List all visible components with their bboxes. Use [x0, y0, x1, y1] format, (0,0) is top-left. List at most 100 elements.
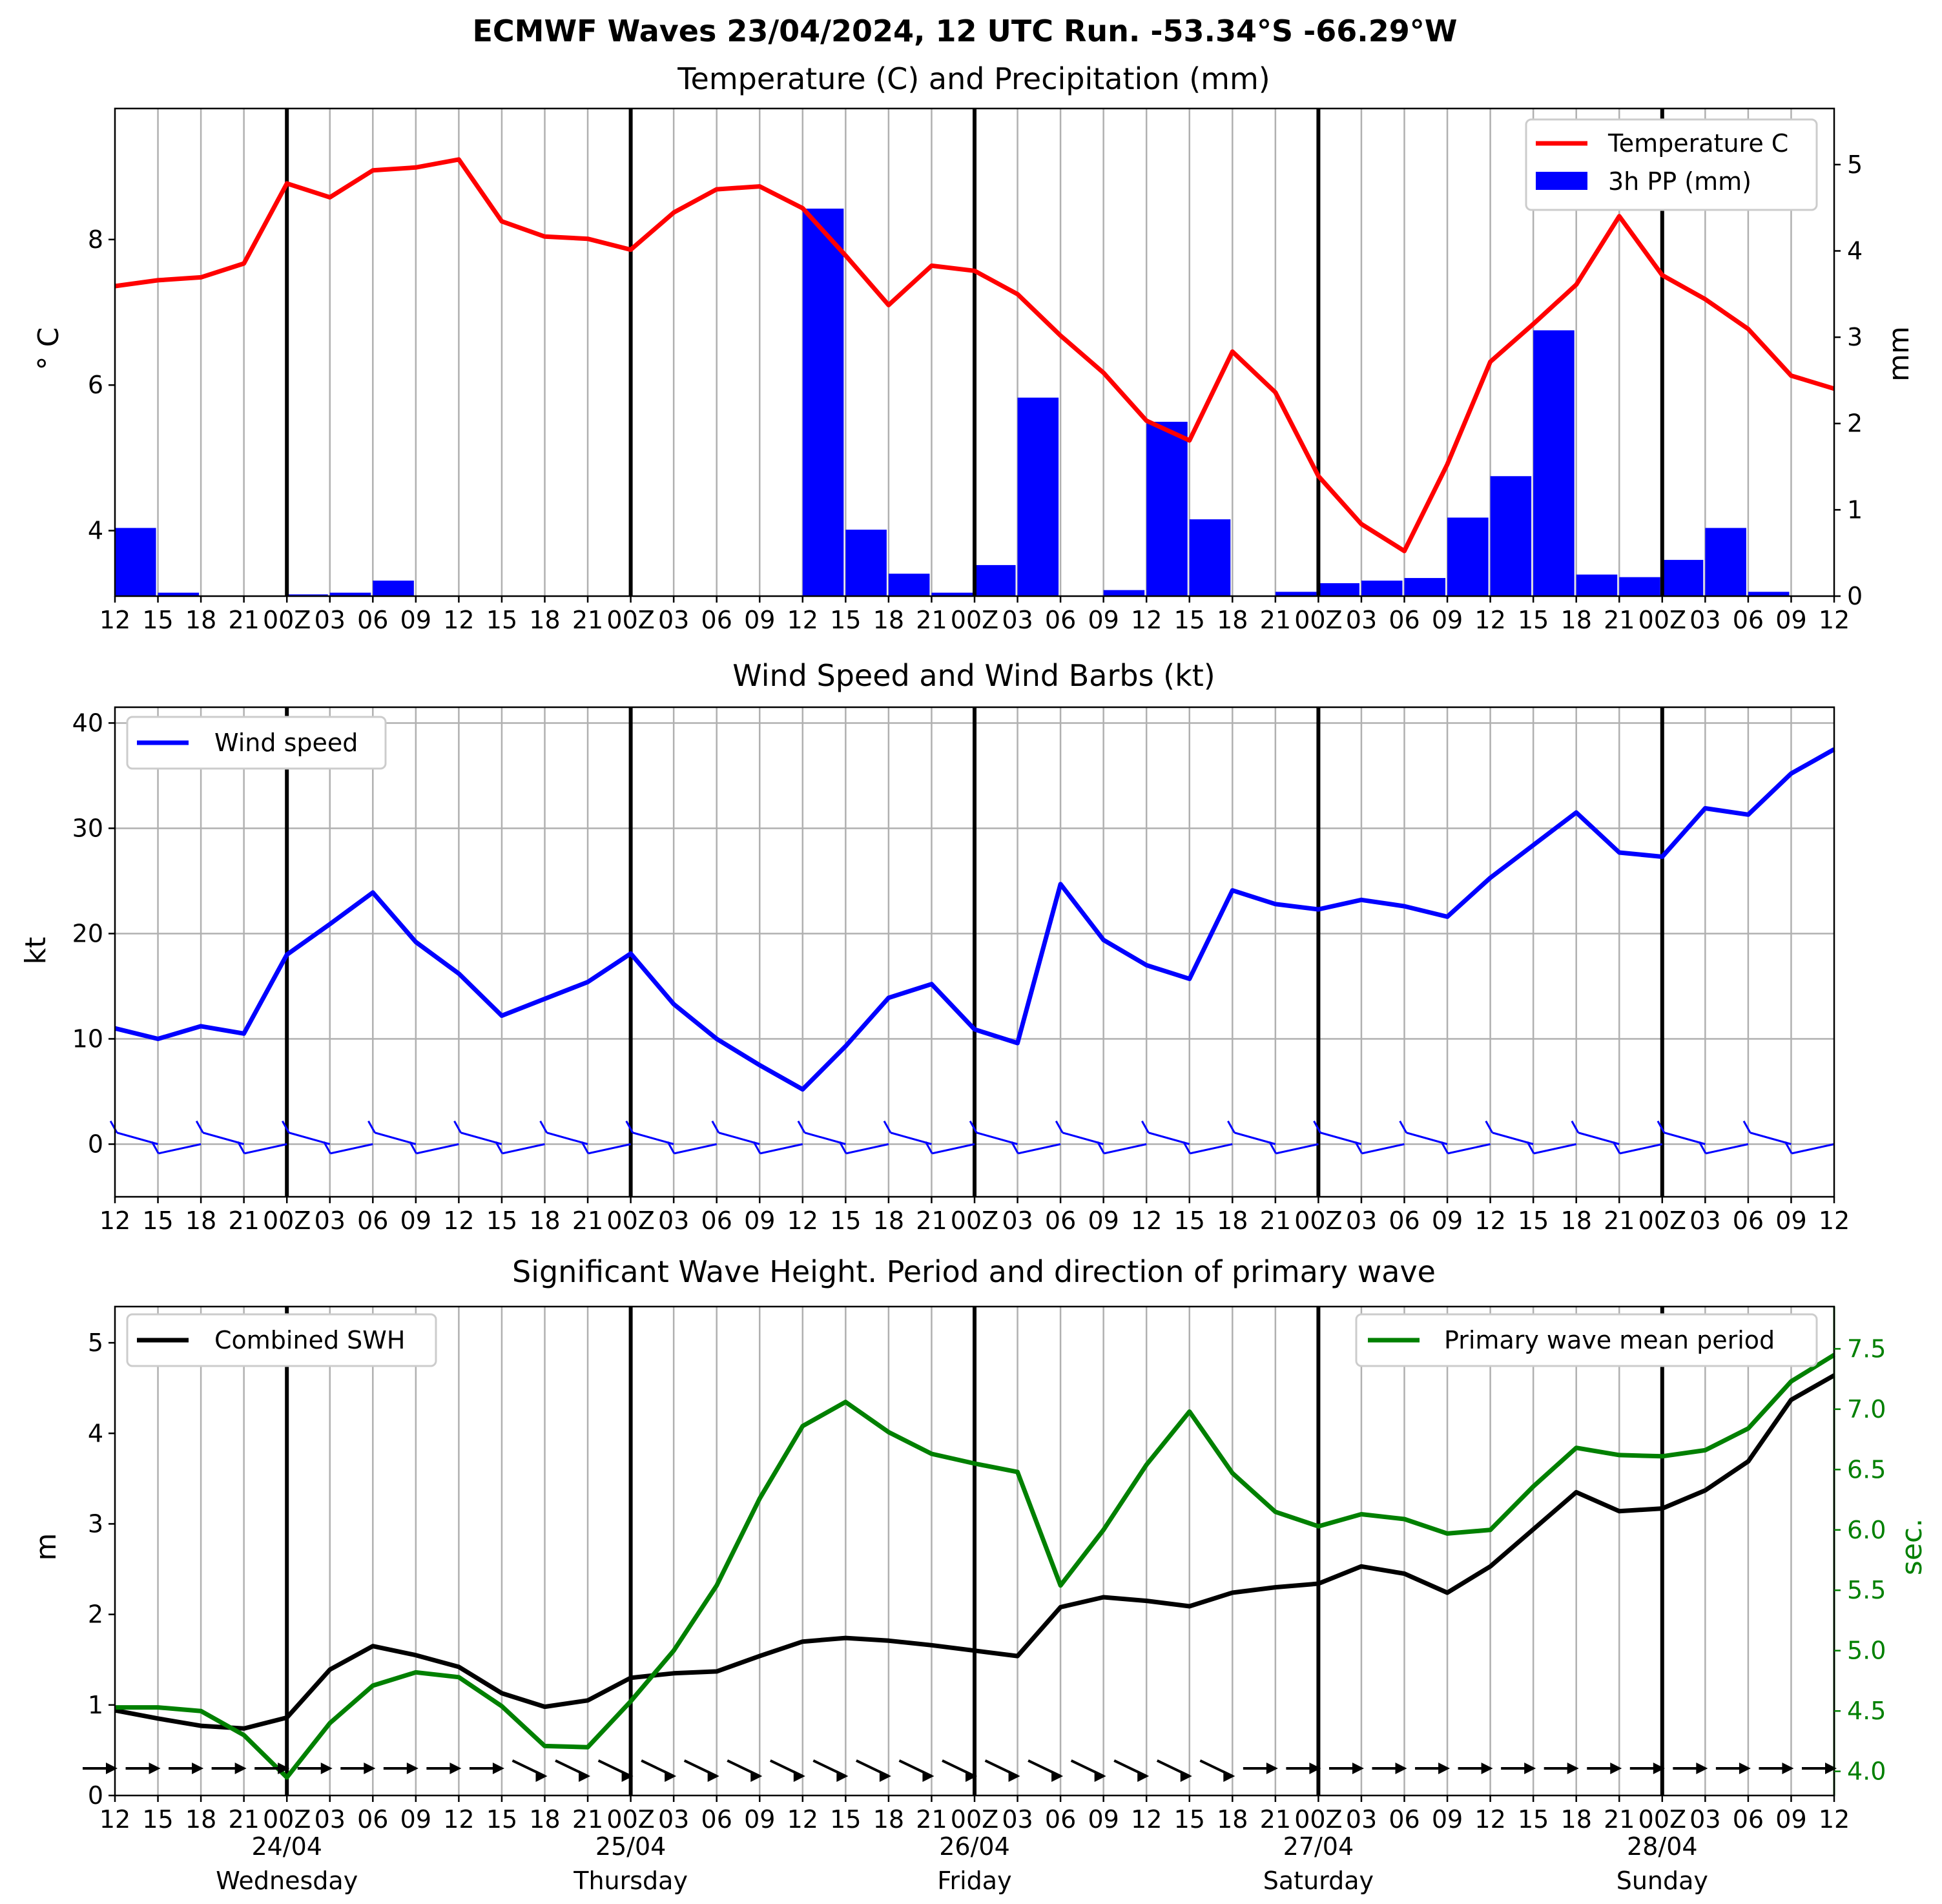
panel3-xtick-label: 21 [228, 1805, 259, 1834]
wind-barb [588, 1143, 631, 1155]
panel3-ytick-right-label: 6.5 [1847, 1455, 1886, 1484]
wind-barb [1619, 1143, 1663, 1155]
wind-barb-flag [883, 1121, 892, 1133]
panel3-xtick-label: 18 [185, 1805, 216, 1834]
panel3-xtick-label: 09 [1775, 1805, 1806, 1834]
day-date-label: 28/04 [1627, 1832, 1698, 1861]
panel1-ytick-right-label: 0 [1847, 582, 1863, 610]
wind-barb [1533, 1143, 1577, 1155]
wind-barb-flag [1742, 1121, 1751, 1133]
panel2-xtick-label: 18 [873, 1206, 904, 1235]
wave-direction-arrowhead [492, 1762, 504, 1774]
panel2-ytick-label: 10 [72, 1024, 103, 1053]
panel1-ylabel-right: mm [1883, 326, 1916, 382]
wind-barb [375, 1132, 417, 1145]
wind-barb [1750, 1132, 1792, 1145]
precip-bar [329, 592, 371, 596]
panel3-xtick-label: 21 [916, 1805, 947, 1834]
wind-barb-flag [1399, 1121, 1407, 1133]
panel3-title: Significant Wave Height. Period and dire… [512, 1254, 1436, 1289]
wind-barb [1320, 1132, 1362, 1145]
precip-bar [115, 528, 156, 596]
wave-direction-arrowhead [1696, 1762, 1708, 1774]
precip-bar [1447, 517, 1489, 596]
panel3-plot: 12 15 18 21 00Z 03 06 09 12 15 18 21 00Z 03 06 09 12 15 18… [83, 1305, 1886, 1834]
wave-direction-arrowhead [1051, 1770, 1064, 1782]
precip-bar [1404, 577, 1446, 596]
wave-direction-arrowhead [1008, 1770, 1020, 1782]
wind-barb [502, 1143, 545, 1155]
panel3-xtick-label: 15 [486, 1805, 517, 1834]
panel3-ytick-right-label: 5.5 [1847, 1576, 1886, 1604]
panel3-xtick-label: 12 [1131, 1805, 1162, 1834]
panel2-xtick-label: 09 [744, 1206, 775, 1235]
wind-barb-flag [1097, 1141, 1105, 1154]
wave-direction-arrowhead [406, 1762, 418, 1774]
panel1-xtick-label: 03 [1689, 606, 1720, 634]
precip-bar [158, 592, 200, 596]
panel1-xtick-label: 15 [142, 606, 173, 634]
precip-bar [1275, 592, 1317, 596]
day-date-label: 25/04 [595, 1832, 666, 1861]
panel2-xtick-label: 15 [830, 1206, 861, 1235]
panel2-xtick-label: 03 [1346, 1206, 1377, 1235]
wave-direction-arrowhead [579, 1770, 591, 1782]
legend-wind-label: Wind speed [214, 729, 358, 757]
panel2-xtick-label: 12 [1819, 1206, 1850, 1235]
panel1-xtick-label: 21 [916, 606, 947, 634]
wind-barb-flag [1313, 1121, 1321, 1133]
panel2-xtick-label: 03 [315, 1206, 346, 1235]
panel1-xtick-label: 09 [1775, 606, 1806, 634]
panel1-legend: Temperature C 3h PP (mm) [1525, 118, 1818, 211]
panel3-ytick-label: 4 [88, 1419, 103, 1447]
wind-barb-flag [1657, 1121, 1666, 1133]
panel1-xtick-label: 15 [486, 606, 517, 634]
panel3-xtick-label: 03 [1002, 1805, 1033, 1834]
panel2-xtick-label: 21 [916, 1206, 947, 1235]
panel3-xtick-label: 18 [1561, 1805, 1592, 1834]
wind-barb [1190, 1143, 1233, 1155]
panel3-xtick-label: 00Z [263, 1805, 311, 1834]
panel2-xtick-label: 09 [400, 1206, 431, 1235]
wind-barb-flag [1571, 1121, 1580, 1133]
swh-line [114, 1373, 1835, 1731]
panel2-xtick-label: 12 [99, 1206, 130, 1235]
wind-barb [1406, 1132, 1448, 1145]
panel3-ytick-right-label: 7.5 [1847, 1334, 1886, 1363]
wind-barb-flag [1440, 1141, 1449, 1154]
panel3-xtick-label: 06 [1389, 1805, 1420, 1834]
wave-direction-arrowhead [621, 1770, 634, 1782]
precip-bar [845, 530, 887, 596]
panel1-xtick-label: 21 [1260, 606, 1291, 634]
wind-speed-line [114, 747, 1835, 1092]
panel2-xtick-label: 12 [443, 1206, 474, 1235]
wind-barb-flag [409, 1141, 417, 1154]
panel1-xtick-label: 06 [357, 606, 388, 634]
wind-barb [202, 1132, 245, 1145]
wind-barb-flag [924, 1141, 933, 1154]
panel2-ytick-label: 20 [72, 919, 103, 947]
panel2-xtick-label: 18 [529, 1206, 560, 1235]
wind-barb-flag [1612, 1141, 1621, 1154]
wind-barb-flag [1784, 1141, 1793, 1154]
precip-bar [1361, 580, 1403, 596]
wave-direction-arrowhead [793, 1770, 805, 1782]
wave-direction-arrowhead [966, 1770, 977, 1782]
wave-direction-arrowhead [1438, 1762, 1451, 1774]
precip-bar [931, 592, 973, 596]
precip-bar [1619, 577, 1660, 596]
panel1-plot: 12 15 18 21 00Z 03 06 09 12 15 18 21 00Z 03 06 09 12 15 18… [88, 107, 1863, 634]
wind-barb [288, 1132, 331, 1145]
wind-barb-flag [752, 1141, 761, 1154]
panel3-xtick-label: 18 [1217, 1805, 1248, 1834]
day-name-label: Saturday [1263, 1867, 1374, 1895]
panel1-xtick-label: 18 [1561, 606, 1592, 634]
panel2-xtick-label: 09 [1432, 1206, 1463, 1235]
panel3-legend-right-box [1355, 1313, 1818, 1367]
panel3-xtick-label: 18 [529, 1805, 560, 1834]
wind-barb-flag [495, 1141, 504, 1154]
wind-barb [1705, 1143, 1749, 1155]
panel1-xtick-label: 21 [572, 606, 603, 634]
panel1-ylabel: ° C [32, 327, 65, 371]
